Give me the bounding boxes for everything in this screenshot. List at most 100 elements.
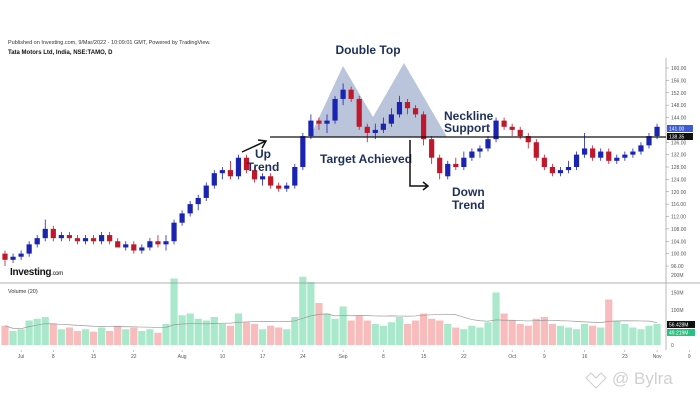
candle-body — [388, 114, 394, 124]
x-tick-label: 8 — [52, 354, 55, 360]
x-tick-label: 15 — [91, 354, 97, 360]
candle-body — [332, 98, 338, 121]
volume-bar — [403, 324, 412, 345]
candle-body — [622, 154, 628, 158]
volume-bar — [234, 313, 243, 345]
watermark-text: @ Bylra — [612, 369, 673, 388]
candle-body — [276, 185, 282, 189]
up-trend-label-1: Up — [255, 147, 271, 161]
volume-bar — [411, 320, 420, 345]
candle-body — [115, 241, 121, 248]
volume-bar — [57, 329, 65, 345]
candle-body — [469, 151, 475, 158]
volume-ma-label: 49.219M — [669, 331, 688, 337]
candle-body — [565, 167, 572, 171]
candle-body — [123, 244, 129, 248]
candle-body — [227, 170, 233, 177]
last-price-badge — [667, 125, 693, 132]
volume-bar — [347, 320, 355, 345]
volume-bar — [556, 325, 565, 345]
volume-bar — [122, 329, 130, 345]
candle-body — [50, 228, 56, 239]
watermark: @ Bylra — [585, 369, 673, 389]
candle-body — [614, 157, 620, 161]
volume-bar — [49, 324, 57, 345]
volume-bar — [540, 317, 548, 345]
x-tick-label: 23 — [622, 354, 628, 360]
candle-body — [646, 136, 652, 146]
volume-bar — [379, 325, 387, 345]
volume-bar — [154, 332, 162, 345]
candle-body — [590, 148, 596, 158]
volume-bar — [323, 313, 331, 345]
candle-body — [316, 120, 322, 124]
candle-body — [509, 126, 515, 130]
volume-bar — [548, 324, 556, 345]
candle-body — [187, 204, 193, 214]
candle-body — [155, 241, 161, 245]
candle-body — [308, 120, 314, 137]
candle-body — [348, 89, 354, 99]
volume-bar — [283, 329, 291, 345]
target-achieved-label: Target Achieved — [320, 152, 412, 166]
volume-bar — [613, 320, 621, 345]
x-tick-label: 16 — [582, 354, 588, 360]
neckline-price-label: 138.35 — [669, 135, 685, 141]
x-tick-label: 8 — [382, 354, 385, 360]
volume-bar — [508, 320, 516, 345]
candle-body — [139, 247, 145, 251]
candle-body — [163, 241, 169, 245]
volume-tick-label: 200M — [671, 273, 684, 279]
candle-body — [324, 120, 330, 124]
volume-bar — [250, 324, 259, 345]
price-tick-label: 128.00 — [671, 165, 687, 171]
volume-bar — [387, 322, 395, 345]
candle-body — [429, 139, 435, 158]
price-tick-label: 136.00 — [671, 140, 687, 146]
target-arrow-icon — [409, 140, 430, 191]
candle-body — [58, 235, 64, 239]
volume-bar — [339, 306, 347, 345]
candle-body — [485, 139, 491, 149]
volume-bar — [73, 331, 82, 345]
volume-bar — [331, 318, 339, 345]
double-top-shape — [310, 63, 447, 137]
price-tick-label: 148.00 — [671, 103, 687, 109]
volume-bar — [194, 318, 202, 345]
watermark-logo-icon — [585, 372, 607, 389]
volume-tick-label: 100M — [671, 308, 684, 314]
candle-body — [372, 129, 378, 133]
candle-body — [74, 238, 81, 242]
candle-body — [300, 136, 306, 167]
volume-bar — [89, 331, 98, 345]
candle-body — [42, 228, 48, 239]
volume-bar — [210, 317, 218, 345]
candle-body — [179, 213, 185, 223]
volume-bar — [315, 303, 323, 345]
last-price-label: 141.00 — [669, 127, 685, 133]
double-top-pattern — [310, 63, 447, 137]
volume-bar — [25, 320, 33, 345]
volume-bar — [17, 329, 25, 345]
volume-bar — [162, 324, 170, 345]
candle-body — [493, 120, 499, 140]
volume-bar — [146, 329, 154, 345]
double-top-label: Double Top — [335, 43, 400, 57]
volume-bar — [428, 318, 436, 345]
price-tick-label: 124.00 — [671, 177, 687, 183]
candle-body — [235, 157, 242, 177]
x-tick-label: 10 — [220, 354, 226, 360]
candle-body — [445, 163, 451, 177]
candle-body — [2, 253, 8, 260]
candle-body — [453, 163, 459, 167]
volume-bar — [605, 299, 613, 345]
candle-body — [421, 114, 427, 140]
volume-bar — [395, 317, 404, 345]
x-tick-label: 9 — [688, 354, 691, 360]
volume-bar — [452, 327, 460, 345]
candle-body — [340, 89, 346, 99]
volume-bar — [653, 324, 661, 345]
volume-bar — [637, 329, 645, 345]
